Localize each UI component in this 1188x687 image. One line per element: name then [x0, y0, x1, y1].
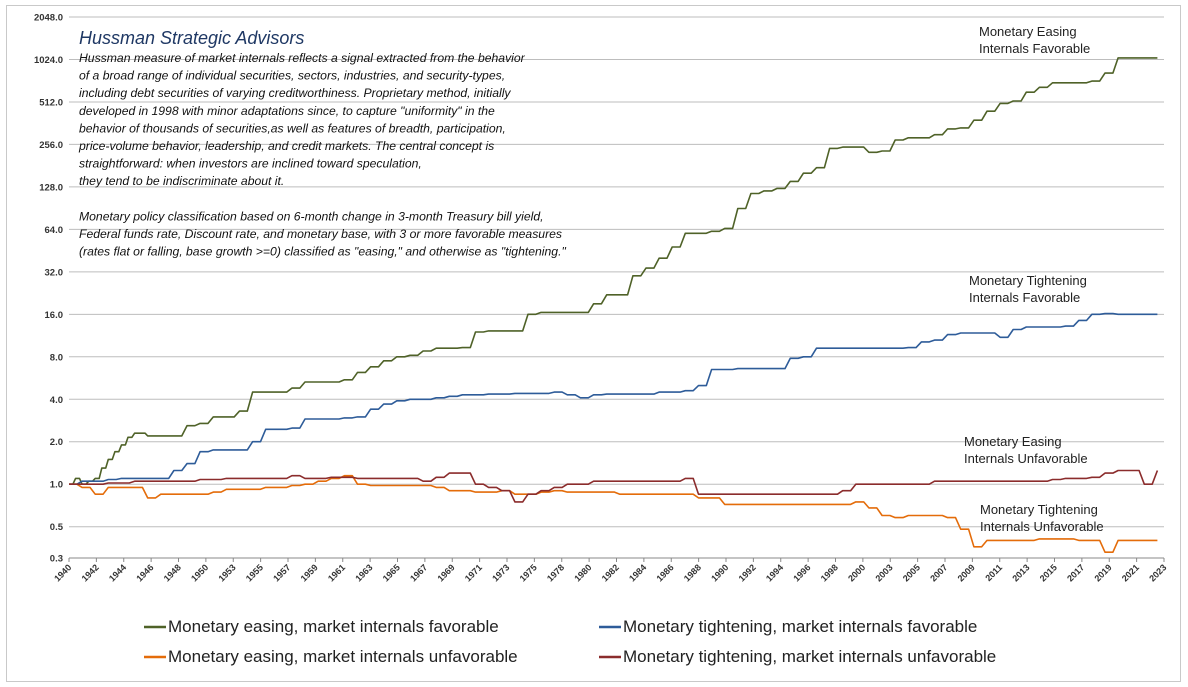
- annotation-line: they tend to be indiscriminate about it.: [79, 174, 284, 188]
- x-tick-label: 2009: [956, 562, 977, 583]
- series-label-line: Monetary Tightening: [980, 502, 1098, 517]
- y-tick-label: 1.0: [50, 480, 63, 491]
- x-tick-label: 1961: [326, 562, 347, 583]
- x-tick-label: 2023: [1147, 562, 1168, 583]
- series-lines: [69, 57, 1159, 553]
- x-tick-label: 1950: [189, 562, 210, 583]
- x-tick-label: 1953: [216, 562, 237, 583]
- x-tick-label: 1967: [408, 562, 429, 583]
- x-tick-label: 1982: [600, 562, 621, 583]
- y-tick-label: 2048.0: [34, 13, 63, 24]
- x-tick-label: 1963: [353, 562, 374, 583]
- legend-entry: Monetary easing, market internals favora…: [168, 617, 499, 636]
- x-tick-label: 1957: [271, 562, 292, 583]
- x-tick-label: 1973: [490, 562, 511, 583]
- x-tick-label: 1959: [299, 562, 320, 583]
- x-tick-label: 1969: [435, 562, 456, 583]
- x-tick-label: 2007: [928, 562, 949, 583]
- x-tick-label: 1990: [709, 562, 730, 583]
- annotation-line: including debt securities of varying cre…: [79, 86, 511, 100]
- y-tick-label: 0.3: [50, 554, 63, 565]
- y-tick-label: 2.0: [50, 437, 63, 448]
- line-chart: 0.3 0.5 1.0 2.0 4.0 8.0 16.0 32.0 64.0 128.0 256.0…: [34, 13, 1168, 667]
- x-tick-label: 1971: [463, 562, 484, 583]
- x-tick-label: 1980: [572, 562, 593, 583]
- series-line-2: [69, 474, 1158, 553]
- annotation-line: price-volume behavior, leadership, and c…: [78, 139, 494, 153]
- annotation-line: developed in 1998 with minor adaptations…: [79, 104, 495, 118]
- legend-entry: Monetary tightening, market internals un…: [623, 647, 996, 666]
- series-line-0: [69, 57, 1158, 485]
- series-labels: Monetary Easing Internals Favorable Moneta…: [964, 24, 1104, 534]
- series-label-line: Internals Favorable: [979, 41, 1090, 56]
- chart-frame: 0.3 0.5 1.0 2.0 4.0 8.0 16.0 32.0 64.0 128.0 256.0…: [6, 5, 1181, 682]
- y-tick-label: 512.0: [39, 97, 63, 108]
- x-tick-label: 1955: [244, 562, 265, 583]
- series-label-line: Monetary Easing: [979, 24, 1077, 39]
- x-tick-label: 1948: [162, 562, 183, 583]
- y-tick-label: 32.0: [45, 267, 64, 278]
- x-tick-label: 1996: [791, 562, 812, 583]
- annotation-line: straightforward: when investors are incl…: [79, 157, 422, 171]
- x-tick-label: 1984: [627, 562, 648, 583]
- x-tick-label: 1965: [381, 562, 402, 583]
- annotation-title: Hussman Strategic Advisors: [79, 28, 304, 48]
- x-tick-label: 1988: [682, 562, 703, 583]
- series-label-line: Monetary Easing: [964, 434, 1062, 449]
- y-tick-label: 16.0: [45, 310, 64, 321]
- x-tick-label: 2019: [1092, 562, 1113, 583]
- y-tick-label: 128.0: [39, 182, 63, 193]
- x-tick-label: 1978: [545, 562, 566, 583]
- annotation-line: (rates flat or falling, base growth >=0)…: [79, 245, 566, 259]
- x-tick-label: 2000: [846, 562, 867, 583]
- x-tick-label: 2017: [1065, 562, 1086, 583]
- y-axis: 0.3 0.5 1.0 2.0 4.0 8.0 16.0 32.0 64.0 128.0 256.0…: [34, 13, 64, 565]
- x-axis: 1940 1942 1944 1946 1948 1950 1953 1955 1957 1959…: [52, 557, 1168, 584]
- x-tick-label: 2011: [983, 562, 1004, 583]
- annotation-line: of a broad range of individual securitie…: [79, 69, 505, 83]
- x-tick-label: 2013: [1010, 562, 1031, 583]
- series-label-line: Monetary Tightening: [969, 273, 1087, 288]
- gridlines: [69, 16, 1164, 559]
- x-tick-label: 1998: [819, 562, 840, 583]
- x-tick-label: 2003: [873, 562, 894, 583]
- annotation-line: Monetary policy classification based on …: [79, 209, 543, 223]
- y-tick-label: 256.0: [39, 140, 63, 151]
- x-tick-label: 1942: [80, 562, 101, 583]
- legend-entry: Monetary tightening, market internals fa…: [623, 617, 977, 636]
- x-tick-label: 1944: [107, 562, 128, 583]
- annotation-line: behavior of thousands of securities,as w…: [79, 121, 506, 135]
- x-tick-label: 2021: [1120, 562, 1141, 583]
- x-tick-label: 1946: [134, 562, 155, 583]
- y-tick-label: 4.0: [50, 395, 63, 406]
- legend: Monetary easing, market internals favora…: [144, 617, 996, 666]
- y-tick-label: 1024.0: [34, 55, 63, 66]
- legend-entry: Monetary easing, market internals unfavo…: [168, 647, 518, 666]
- x-tick-label: 1975: [518, 562, 539, 583]
- annotation-line: Hussman measure of market internals refl…: [79, 51, 526, 65]
- x-tick-label: 1992: [737, 562, 758, 583]
- series-label-line: Internals Unfavorable: [964, 451, 1088, 466]
- x-tick-label: 1986: [654, 562, 675, 583]
- y-tick-label: 8.0: [50, 352, 63, 363]
- series-label-line: Internals Favorable: [969, 290, 1080, 305]
- series-label-line: Internals Unfavorable: [980, 519, 1104, 534]
- annotation-box: Hussman Strategic Advisors Hussman measur…: [78, 28, 566, 259]
- series-line-1: [69, 312, 1158, 485]
- annotation-line: Federal funds rate, Discount rate, and m…: [79, 227, 562, 241]
- x-tick-label: 1940: [52, 562, 73, 583]
- y-tick-label: 64.0: [45, 225, 64, 236]
- x-tick-label: 1994: [764, 562, 785, 583]
- x-tick-label: 2015: [1038, 562, 1059, 583]
- x-tick-label: 2005: [901, 562, 922, 583]
- series-line-3: [69, 469, 1159, 503]
- y-tick-label: 0.5: [50, 522, 64, 533]
